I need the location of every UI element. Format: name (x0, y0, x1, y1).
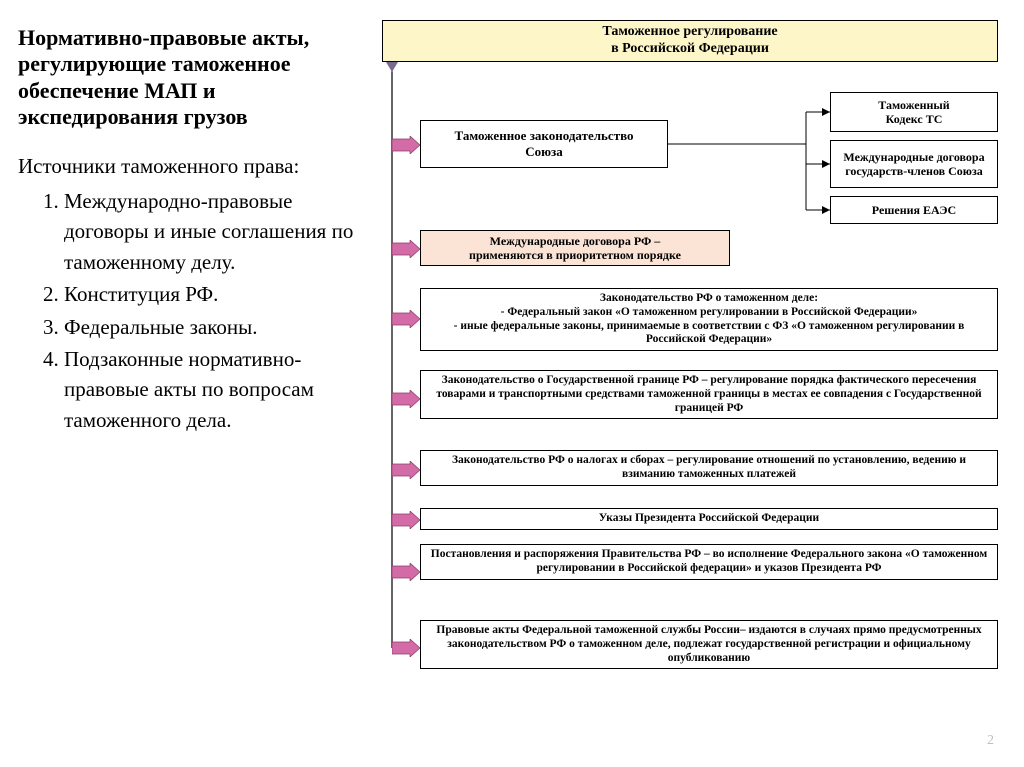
stack-box-rf-customs-law: Законодательство РФ о таможенном деле: -… (420, 288, 998, 351)
sources-list: Международно-правовые договоры и иные со… (18, 186, 358, 436)
page-number: 2 (987, 733, 994, 749)
union-law-box: Таможенное законодательство Союза (420, 120, 668, 168)
stack-box-state-border: Законодательство о Государственной грани… (420, 370, 998, 419)
list-item: Конституция РФ. (64, 279, 358, 309)
list-item: Федеральные законы. (64, 312, 358, 342)
down-arrow-icon (386, 62, 398, 72)
list-item: Международно-правовые договоры и иные со… (64, 186, 358, 277)
right-box-customs-code: Таможенный Кодекс ТС (830, 92, 998, 132)
page-title: Нормативно-правовые акты, регулирующие т… (18, 25, 358, 131)
sources-subheading: Источники таможенного права: (18, 153, 358, 180)
right-box-intl-treaties-union: Международные договора государств-членов… (830, 140, 998, 188)
stack-box-taxes: Законодательство РФ о налогах и сборах –… (420, 450, 998, 486)
diagram-header-box: Таможенное регулирование в Российской Фе… (382, 20, 998, 62)
intl-treaties-rf-box: Международные договора РФ – применяются … (420, 230, 730, 266)
list-item: Подзаконные нормативно-правовые акты по … (64, 344, 358, 435)
stack-box-fcs-acts: Правовые акты Федеральной таможенной слу… (420, 620, 998, 669)
stack-box-president-decrees: Указы Президента Российской Федерации (420, 508, 998, 530)
stack-box-government-acts: Постановления и распоряжения Правительст… (420, 544, 998, 580)
right-box-eaeu: Решения ЕАЭС (830, 196, 998, 224)
